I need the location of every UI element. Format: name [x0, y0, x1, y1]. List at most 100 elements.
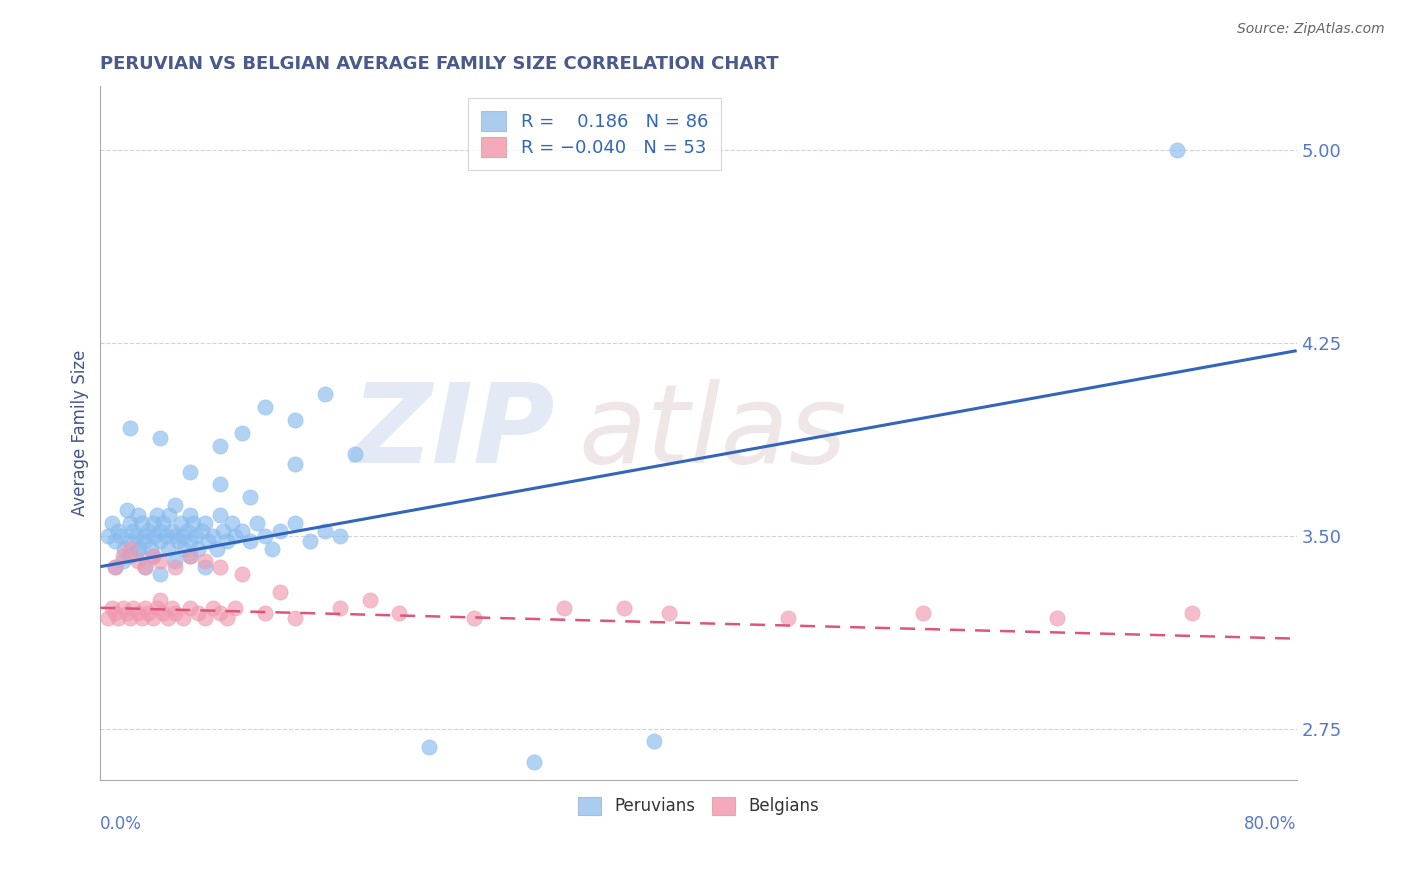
Point — [231, 425, 253, 440]
Point — [201, 600, 224, 615]
Point — [101, 516, 124, 530]
Point — [112, 541, 135, 556]
Point — [122, 600, 145, 615]
Point — [173, 541, 195, 556]
Point — [239, 533, 262, 548]
Point — [197, 533, 219, 548]
Point — [179, 465, 201, 479]
Point — [156, 541, 179, 556]
Point — [149, 533, 172, 548]
Point — [170, 516, 193, 530]
Point — [111, 549, 134, 564]
Point — [104, 559, 127, 574]
Point — [217, 611, 239, 625]
Point — [142, 549, 165, 564]
Point — [167, 533, 190, 548]
Point — [224, 600, 246, 615]
Point — [187, 606, 209, 620]
Point — [149, 431, 172, 445]
Point — [141, 541, 163, 556]
Point — [314, 524, 336, 538]
Point — [208, 439, 231, 453]
Point — [201, 529, 224, 543]
Point — [208, 606, 231, 620]
Point — [224, 529, 246, 543]
Legend: Peruvians, Belgians: Peruvians, Belgians — [569, 789, 828, 824]
Point — [179, 549, 201, 564]
Point — [134, 559, 156, 574]
Point — [239, 490, 262, 504]
Point — [253, 401, 276, 415]
Point — [208, 508, 231, 523]
Point — [149, 593, 172, 607]
Point — [172, 529, 194, 543]
Point — [284, 516, 307, 530]
Point — [142, 549, 165, 564]
Point — [101, 600, 124, 615]
Point — [253, 529, 276, 543]
Point — [104, 559, 127, 574]
Point — [613, 600, 636, 615]
Point — [1181, 606, 1204, 620]
Point — [523, 755, 546, 769]
Text: 80.0%: 80.0% — [1244, 814, 1296, 833]
Text: ZIP: ZIP — [352, 379, 555, 486]
Point — [104, 606, 127, 620]
Point — [269, 585, 291, 599]
Point — [127, 508, 149, 523]
Point — [269, 524, 291, 538]
Point — [128, 541, 150, 556]
Point — [284, 413, 307, 427]
Point — [142, 611, 165, 625]
Point — [253, 606, 276, 620]
Point — [97, 529, 120, 543]
Point — [134, 600, 156, 615]
Point — [127, 554, 149, 568]
Point — [117, 606, 139, 620]
Point — [181, 516, 204, 530]
Point — [1166, 143, 1188, 157]
Point — [117, 503, 139, 517]
Point — [146, 508, 169, 523]
Point — [212, 524, 235, 538]
Point — [156, 611, 179, 625]
Point — [179, 600, 201, 615]
Point — [553, 600, 575, 615]
Point — [217, 533, 239, 548]
Point — [134, 529, 156, 543]
Point — [231, 524, 253, 538]
Point — [165, 529, 187, 543]
Point — [298, 533, 321, 548]
Point — [134, 559, 156, 574]
Point — [97, 611, 120, 625]
Y-axis label: Average Family Size: Average Family Size — [72, 350, 89, 516]
Point — [329, 600, 352, 615]
Point — [191, 524, 214, 538]
Point — [658, 606, 681, 620]
Point — [136, 524, 159, 538]
Point — [179, 549, 201, 564]
Point — [184, 529, 207, 543]
Point — [107, 524, 129, 538]
Point — [165, 606, 187, 620]
Point — [120, 421, 142, 435]
Point — [1046, 611, 1069, 625]
Point — [120, 533, 142, 548]
Point — [120, 611, 142, 625]
Point — [142, 516, 165, 530]
Point — [221, 516, 243, 530]
Point — [388, 606, 411, 620]
Point — [284, 457, 307, 471]
Point — [231, 567, 253, 582]
Point — [104, 533, 127, 548]
Point — [165, 554, 187, 568]
Point — [152, 606, 174, 620]
Point — [107, 611, 129, 625]
Point — [778, 611, 800, 625]
Point — [329, 529, 352, 543]
Point — [179, 533, 201, 548]
Point — [359, 593, 381, 607]
Point — [149, 524, 172, 538]
Point — [149, 554, 172, 568]
Point — [179, 508, 201, 523]
